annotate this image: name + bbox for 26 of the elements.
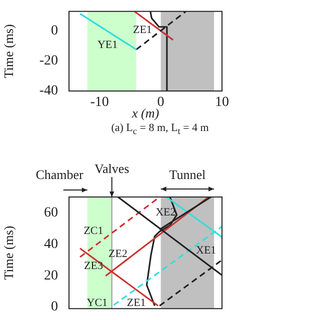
text: (a) L$_{c}$ = 8 m, L$_{t}$ = 4 m (110, 122, 210, 136)
band-label: Tunnel (169, 167, 206, 182)
annotation: YC1 (86, 297, 108, 310)
x-tick-label: -10 (90, 95, 109, 110)
annotation: ZE1 (132, 24, 152, 36)
annotation: ZC1 (84, 225, 104, 238)
y-tick-label: 20 (44, 268, 58, 284)
y-tick-label: 60 (44, 205, 58, 220)
y-axis-title: Time (ms) (1, 226, 16, 280)
x-axis-title: x (m) (130, 106, 160, 121)
y-tick-label: -40 (39, 84, 58, 99)
annotation: ZE3 (84, 260, 104, 272)
annotation: YE1 (97, 38, 118, 51)
y-tick-label: 0 (51, 24, 58, 39)
band-label: Chamber (36, 167, 84, 182)
annotation: ZE2 (108, 248, 128, 260)
annotation: ZE1 (126, 297, 146, 310)
y-axis-title: Time (ms) (1, 24, 16, 78)
y-tick-label: -20 (39, 54, 58, 69)
annotation: XE1 (196, 244, 216, 256)
ref-line-label: Valves (94, 161, 130, 176)
y-tick-label: 0 (51, 300, 58, 315)
x-tick-label: 0 (157, 95, 164, 110)
x-tick-label: 10 (215, 95, 229, 110)
y-tick-label: 40 (44, 236, 58, 252)
annotation: XE2 (156, 206, 176, 219)
